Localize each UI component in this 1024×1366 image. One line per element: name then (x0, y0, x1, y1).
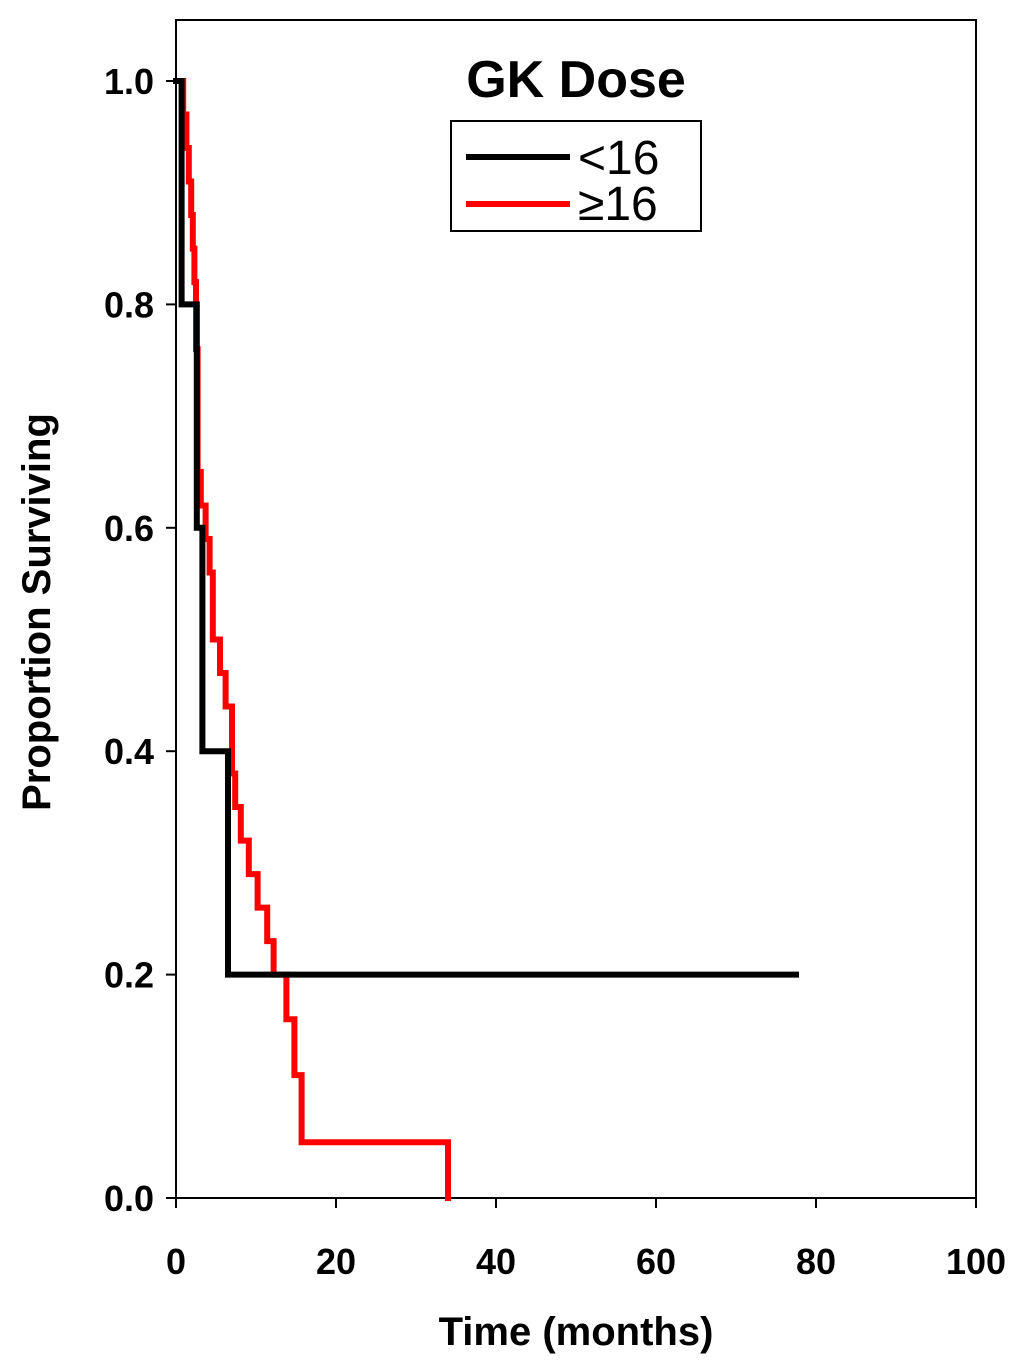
series-line-ge16 (173, 78, 451, 1201)
y-tick-label: 1.0 (104, 61, 154, 102)
series-group (173, 78, 799, 1201)
x-tick-label: 60 (636, 1241, 676, 1282)
chart-title: GK Dose (466, 51, 686, 109)
y-tick-label: 0.6 (104, 508, 154, 549)
y-tick-label: 0.4 (104, 731, 154, 772)
x-tick-label: 80 (796, 1241, 836, 1282)
x-tick-label: 100 (946, 1241, 1006, 1282)
y-axis-title: Proportion Surviving (15, 413, 59, 811)
y-tick-label: 0.8 (104, 284, 154, 325)
x-tick-label: 0 (166, 1241, 186, 1282)
legend-label-ge16: ≥16 (578, 178, 658, 231)
x-axis-ticks: 0 20 40 60 80 100 (166, 1198, 1006, 1282)
plot-frame (175, 19, 977, 1199)
x-axis-title: Time (months) (439, 1310, 714, 1354)
legend: <16 ≥16 (450, 120, 702, 232)
x-tick-label: 20 (316, 1241, 356, 1282)
y-tick-label: 0.0 (104, 1178, 154, 1219)
series-line-lt16 (173, 78, 799, 978)
y-tick-label: 0.2 (104, 955, 154, 996)
legend-label-lt16: <16 (578, 132, 659, 185)
y-axis-ticks: 0.0 0.2 0.4 0.6 0.8 1.0 (104, 61, 176, 1219)
x-tick-label: 40 (476, 1241, 516, 1282)
legend-box (450, 120, 702, 232)
